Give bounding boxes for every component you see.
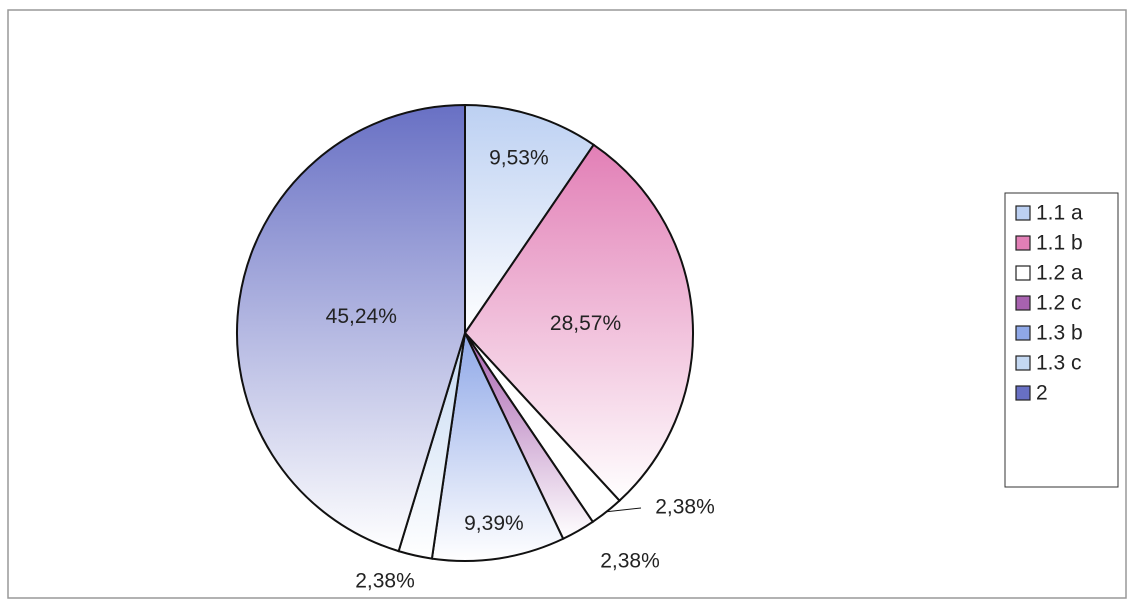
legend-swatch: [1015, 235, 1031, 251]
pie-slice: [464, 103, 596, 337]
legend-label: 1.2 a: [1036, 262, 1083, 285]
data-label: 2,38%: [600, 550, 660, 573]
legend-label: 1.1 a: [1036, 202, 1083, 225]
data-label: 2,38%: [655, 496, 715, 519]
pie-slice: [430, 329, 565, 562]
legend-label: 1.1 b: [1036, 232, 1083, 255]
legend-label: 1.2 c: [1036, 292, 1082, 315]
pie-slice: [463, 143, 694, 503]
pie-slice: [236, 103, 466, 553]
legend-label: 2: [1036, 382, 1048, 405]
data-label: 9,39%: [464, 512, 524, 535]
legend-swatch: [1015, 265, 1031, 281]
data-label: 9,53%: [489, 146, 549, 169]
legend-swatch: [1015, 325, 1031, 341]
data-label: 28,57%: [550, 312, 621, 335]
legend-swatch: [1015, 385, 1031, 401]
legend-label: 1.3 c: [1036, 352, 1082, 375]
leader-line: [606, 507, 642, 513]
legend-label: 1.3 b: [1036, 322, 1083, 345]
legend-swatch: [1015, 355, 1031, 371]
data-label: 2,38%: [355, 570, 415, 593]
legend-swatch: [1015, 205, 1031, 221]
data-label: 45,24%: [326, 305, 397, 328]
legend-swatch: [1015, 295, 1031, 311]
